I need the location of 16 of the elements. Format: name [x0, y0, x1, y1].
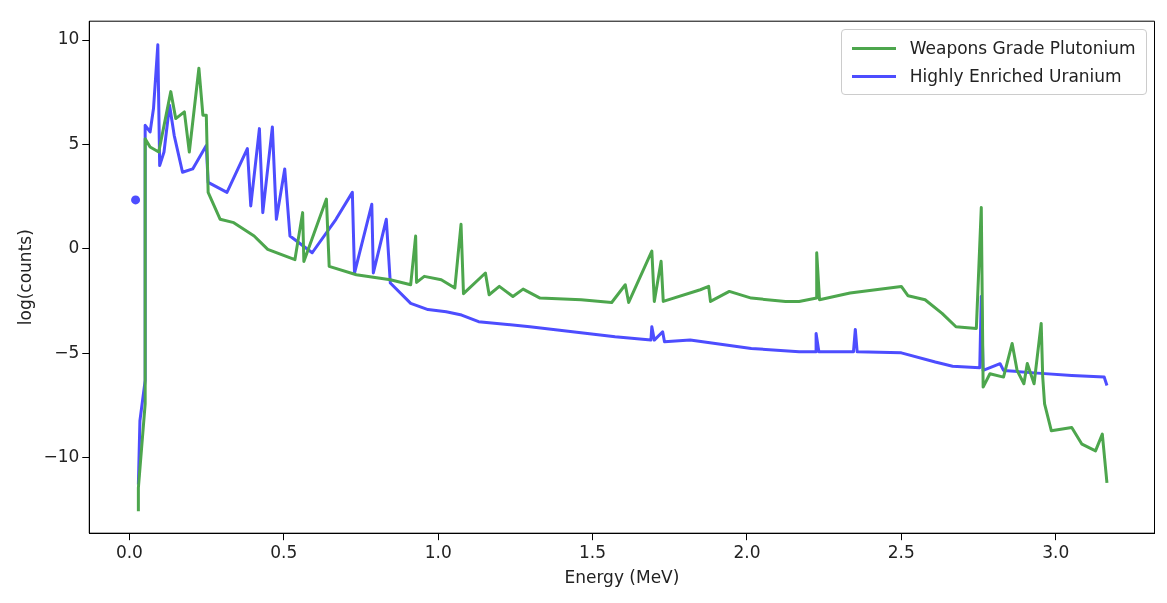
x-tick-label: 1.0: [424, 541, 452, 562]
x-tick-label: 0.0: [115, 541, 143, 562]
y-tick-label: 10: [57, 28, 80, 49]
y-tick-label: −10: [43, 446, 80, 467]
x-axis-title: Energy (MeV): [564, 567, 680, 588]
legend-label: Highly Enriched Uranium: [909, 66, 1122, 87]
x-tick-label: 0.5: [270, 541, 298, 562]
x-tick-label: 2.0: [733, 541, 761, 562]
y-axis-title: log(counts): [14, 229, 35, 326]
y-tick-label: 5: [68, 132, 80, 153]
legend-label: Weapons Grade Plutonium: [909, 38, 1136, 59]
y-tick-label: −5: [54, 341, 80, 362]
x-tick-label: 1.5: [579, 541, 607, 562]
y-tick-label: 0: [68, 237, 80, 258]
x-tick-label: 3.0: [1042, 541, 1070, 562]
x-tick-label: 2.5: [887, 541, 915, 562]
